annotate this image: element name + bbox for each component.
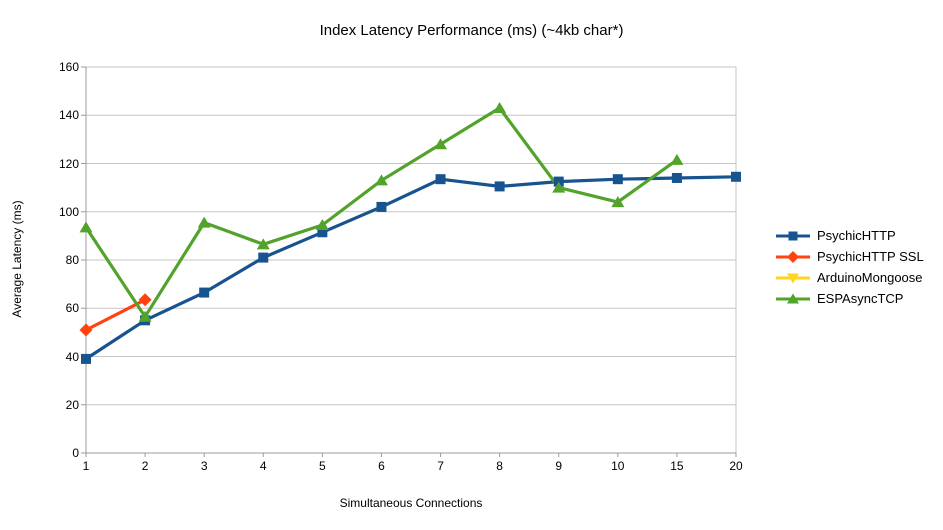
legend-key-square: [776, 231, 810, 240]
triangle-up-marker: [787, 293, 799, 303]
x-tick-label: 6: [378, 459, 385, 473]
legend-item-psychichttp-ssl: PsychicHTTP SSL: [776, 246, 924, 267]
x-tick-label: 3: [200, 459, 208, 473]
square-marker: [258, 252, 269, 263]
x-tick-label: 15: [670, 459, 684, 473]
series-line: [84, 106, 679, 319]
legend-label: ArduinoMongoose: [817, 270, 923, 285]
legend-key-triangle-down: [776, 273, 810, 283]
triangle-up-marker: [493, 102, 507, 114]
triangle-up-marker: [434, 138, 448, 150]
legend-label: PsychicHTTP: [817, 228, 896, 243]
x-tick-label: 1: [82, 459, 90, 473]
y-tick-label: 120: [58, 156, 79, 171]
y-tick-label: 40: [65, 349, 79, 364]
square-marker: [435, 174, 446, 185]
x-tick-label: 2: [141, 459, 149, 473]
y-tick-label: 80: [65, 253, 79, 267]
x-tick-label: 10: [611, 459, 625, 473]
series-line: [84, 175, 738, 361]
legend-key-diamond: [776, 250, 810, 263]
x-tick-label: 20: [729, 459, 743, 473]
legend-item-espasynctcp: ESPAsyncTCP: [776, 288, 924, 309]
triangle-up-marker: [197, 216, 211, 228]
x-tick-label: 7: [437, 459, 444, 473]
x-tick-label: 8: [496, 459, 503, 473]
y-tick-label: 140: [58, 108, 79, 123]
square-marker: [731, 171, 741, 182]
y-tick-label: 60: [65, 301, 79, 316]
y-tick-label: 100: [58, 204, 79, 219]
square-marker: [376, 201, 387, 212]
y-tick-label: 0: [72, 446, 79, 460]
square-marker: [553, 176, 564, 187]
square-marker: [81, 353, 91, 364]
triangle-up-marker: [138, 310, 152, 322]
legend-label: ESPAsyncTCP: [817, 291, 904, 306]
square-marker: [199, 287, 210, 298]
y-tick-label: 160: [58, 60, 79, 74]
x-tick-label: 5: [319, 459, 326, 473]
x-tick-label: 9: [555, 459, 563, 473]
triangle-up-marker: [670, 153, 684, 165]
triangle-up-marker: [79, 221, 93, 233]
triangle-up-marker: [256, 238, 270, 250]
triangle-up-marker: [374, 174, 388, 186]
diamond-marker: [138, 293, 152, 307]
triangle-up-marker: [315, 219, 329, 231]
square-marker: [494, 181, 505, 192]
square-marker: [788, 231, 798, 240]
legend-key-triangle-up: [776, 293, 810, 303]
legend-label: PsychicHTTP SSL: [817, 249, 924, 264]
triangle-up-marker: [552, 181, 566, 193]
diamond-marker: [787, 250, 799, 263]
legend-item-psychichttp: PsychicHTTP: [776, 225, 924, 246]
series-line: [84, 298, 147, 332]
x-tick-label: 4: [259, 459, 267, 473]
x-axis-title: Simultaneous Connections: [339, 496, 483, 510]
square-marker: [671, 172, 682, 183]
square-marker: [612, 174, 623, 185]
diamond-marker: [79, 323, 93, 337]
y-tick-label: 20: [65, 397, 79, 412]
square-marker: [317, 227, 328, 238]
triangle-up-marker: [611, 196, 625, 208]
legend: PsychicHTTP PsychicHTTP SSL ArduinoMongoos…: [776, 225, 924, 309]
chart-title: Index Latency Performance (ms) (~4kb cha…: [319, 22, 624, 39]
legend-item-arduinomongoose: ArduinoMongoose: [776, 267, 924, 288]
triangle-down-marker: [787, 273, 799, 283]
